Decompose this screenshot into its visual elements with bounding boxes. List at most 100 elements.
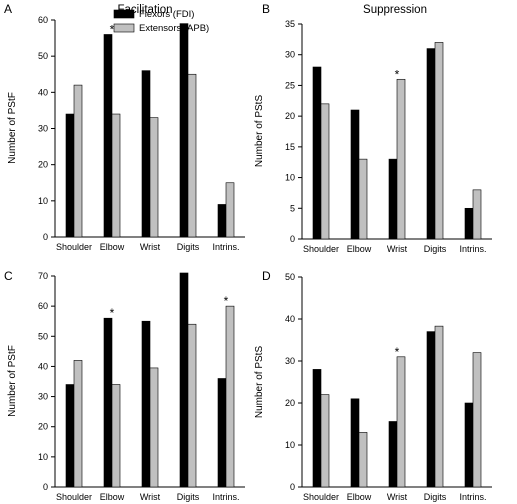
bar-flexors (141, 320, 151, 488)
bar-extensors (73, 360, 83, 488)
bar-flexors (217, 204, 227, 238)
y-axis-label: Number of PStF (7, 92, 18, 164)
bar-extensors (111, 384, 121, 488)
y-tick-label: 25 (285, 80, 295, 90)
x-tick-label: Elbow (347, 244, 372, 254)
y-tick-label: 30 (285, 356, 295, 366)
bar-extensors (320, 394, 330, 488)
bar-flexors (426, 331, 436, 488)
y-tick-label: 40 (38, 87, 48, 97)
y-tick-label: 10 (285, 440, 295, 450)
bar-extensors (187, 73, 197, 238)
significance-star: * (110, 22, 115, 36)
y-tick-label: 30 (38, 124, 48, 134)
x-tick-label: Intrins. (212, 242, 239, 252)
x-tick-label: Intrins. (212, 492, 239, 502)
bar-flexors (464, 402, 474, 488)
panel-d: D 0 10 20 30 40 50 Number of PStS Shoulder Elbow… (254, 269, 492, 502)
y-axis-label: Number of PStS (254, 346, 265, 419)
panel-a: A 0 10 20 30 40 50 60 Number of PStF Shoulder Elb… (4, 2, 245, 252)
bar-extensors (187, 323, 197, 488)
x-tick-label: Shoulder (303, 492, 339, 502)
legend-label: Extensors (APB) (139, 23, 209, 34)
bar-extensors (111, 113, 121, 238)
y-tick-label: 0 (290, 482, 295, 492)
x-tick-label: Wrist (387, 492, 408, 502)
y-tick-label: 10 (38, 196, 48, 206)
y-tick-label: 20 (285, 398, 295, 408)
y-tick-label: 50 (38, 331, 48, 341)
bar-flexors (312, 369, 322, 488)
x-tick-label: Elbow (100, 242, 125, 252)
bar-flexors (312, 66, 322, 240)
y-tick-label: 10 (285, 173, 295, 183)
y-tick-label: 50 (38, 51, 48, 61)
y-tick-label: 60 (38, 15, 48, 25)
bar-extensors (472, 352, 482, 488)
significance-star: * (395, 67, 400, 81)
bar-flexors (179, 272, 189, 488)
y-tick-label: 20 (285, 111, 295, 121)
y-tick-label: 20 (38, 160, 48, 170)
bar-extensors (396, 356, 406, 488)
x-tick-label: Intrins. (459, 492, 486, 502)
x-tick-label: Intrins. (459, 244, 486, 254)
y-tick-label: 0 (290, 234, 295, 244)
legend-swatch (113, 9, 135, 19)
bar-extensors (396, 78, 406, 240)
panel-b: B 0 5 10 15 20 25 30 35 Number of PStS Shoulder El… (254, 2, 492, 254)
bar-extensors (434, 42, 444, 240)
x-tick-label: Wrist (140, 242, 161, 252)
bar-flexors (65, 384, 75, 488)
y-tick-label: 20 (38, 422, 48, 432)
x-tick-label: Wrist (140, 492, 161, 502)
bar-extensors (434, 325, 444, 488)
bar-extensors (320, 103, 330, 240)
bar-extensors (73, 84, 83, 238)
bar-flexors (141, 70, 151, 238)
x-tick-label: Digits (177, 242, 200, 252)
bar-flexors (426, 48, 436, 240)
panel-c: C 0 10 20 30 40 50 60 70 Number of PStF Shoulder E… (4, 269, 245, 502)
y-tick-label: 70 (38, 271, 48, 281)
bar-flexors (103, 317, 113, 488)
y-tick-label: 0 (43, 232, 48, 242)
bar-extensors (225, 182, 235, 238)
bar-flexors (350, 398, 360, 488)
y-tick-label: 35 (285, 19, 295, 29)
bar-flexors (103, 34, 113, 238)
significance-star: * (110, 306, 115, 320)
y-tick-label: 15 (285, 142, 295, 152)
x-tick-label: Shoulder (56, 242, 92, 252)
bar-flexors (179, 23, 189, 238)
bar-extensors (149, 367, 159, 488)
bar-flexors (464, 207, 474, 240)
bar-extensors (358, 432, 368, 488)
panel-letter: C (4, 269, 13, 283)
y-tick-label: 0 (43, 482, 48, 492)
bar-extensors (358, 158, 368, 240)
x-tick-label: Elbow (100, 492, 125, 502)
x-tick-label: Shoulder (56, 492, 92, 502)
y-axis-label: Number of PStF (7, 345, 18, 417)
bar-flexors (65, 113, 75, 238)
column-title-suppression: Suppression (363, 4, 427, 16)
y-tick-label: 10 (38, 452, 48, 462)
significance-star: * (395, 345, 400, 359)
legend-label: Flexors (FDI) (139, 9, 194, 20)
bar-flexors (350, 109, 360, 240)
x-tick-label: Elbow (347, 492, 372, 502)
bar-extensors (225, 305, 235, 488)
x-tick-label: Digits (424, 492, 447, 502)
y-tick-label: 40 (285, 314, 295, 324)
y-axis-label: Number of PStS (254, 95, 265, 168)
bar-extensors (149, 117, 159, 238)
legend-swatch (113, 23, 135, 33)
panel-letter: D (262, 269, 271, 283)
x-tick-label: Digits (177, 492, 200, 502)
y-tick-label: 60 (38, 301, 48, 311)
bar-flexors (217, 378, 227, 488)
x-tick-label: Shoulder (303, 244, 339, 254)
y-tick-label: 50 (285, 272, 295, 282)
